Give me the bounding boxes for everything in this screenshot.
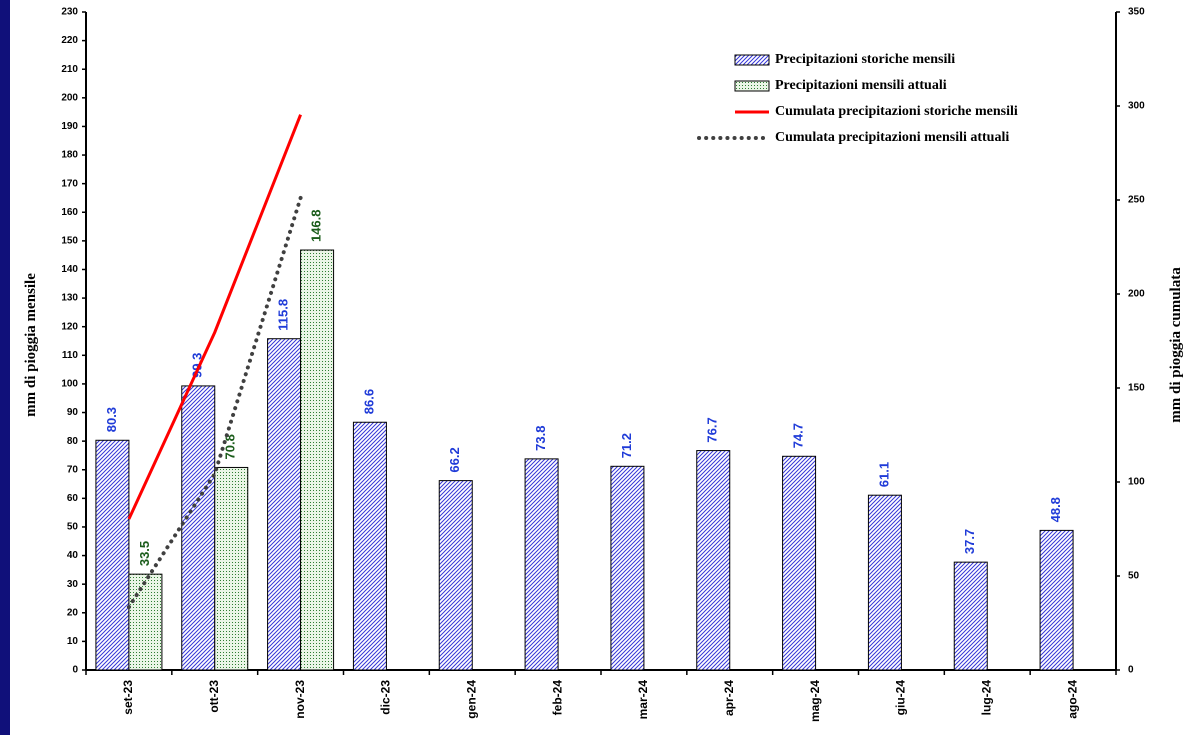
y-tick-label: 80 [67, 436, 79, 447]
value-label: 66.2 [447, 447, 462, 472]
legend-label: Precipitazioni storiche mensili [775, 52, 955, 67]
legend-label: Cumulata precipitazioni mensili attuali [775, 130, 1009, 145]
y-tick-label: 60 [67, 493, 79, 504]
x-tick-label: lug-24 [979, 680, 993, 716]
legend-label: Cumulata precipitazioni storiche mensili [775, 104, 1018, 119]
bar [696, 450, 731, 671]
value-label: 115.8 [276, 299, 291, 331]
value-label: 86.6 [361, 389, 376, 414]
x-tick-label: mar-24 [636, 680, 650, 720]
bar [214, 466, 249, 671]
y-tick-label: 20 [67, 607, 79, 618]
bar [352, 421, 387, 671]
value-label: 80.3 [104, 407, 119, 432]
bar [267, 338, 302, 671]
y2-tick-label: 250 [1128, 195, 1145, 206]
y-tick-label: 100 [61, 379, 78, 390]
bar [782, 455, 817, 671]
y-tick-label: 150 [61, 236, 78, 247]
left-border [0, 0, 10, 735]
bar [95, 439, 130, 671]
value-label: 61.1 [876, 462, 891, 487]
bar [953, 561, 988, 671]
bar [524, 458, 559, 671]
y-tick-label: 190 [61, 121, 78, 132]
y-tick-label: 220 [61, 35, 78, 46]
value-label: 73.8 [533, 426, 548, 451]
value-label: 74.7 [791, 423, 806, 448]
value-label: 33.5 [137, 541, 152, 566]
y-tick-label: 70 [67, 464, 79, 475]
y-tick-label: 180 [61, 150, 78, 161]
x-tick-label: apr-24 [722, 680, 736, 716]
y-tick-label: 130 [61, 293, 78, 304]
x-tick-label: ago-24 [1065, 680, 1079, 719]
y-tick-label: 120 [61, 321, 78, 332]
x-tick-label: gen-24 [464, 680, 478, 719]
bar [438, 480, 473, 671]
y-tick-label: 0 [72, 665, 78, 676]
x-tick-label: giu-24 [894, 680, 908, 716]
y-tick-label: 90 [67, 407, 79, 418]
y2-tick-label: 0 [1128, 665, 1134, 676]
x-tick-label: mag-24 [808, 680, 822, 722]
bar [1039, 529, 1074, 671]
y2-tick-label: 300 [1128, 101, 1145, 112]
y2-tick-label: 150 [1128, 383, 1145, 394]
y-tick-label: 140 [61, 264, 78, 275]
x-tick-label: set-23 [121, 680, 135, 715]
bar [867, 494, 902, 671]
y2-tick-label: 100 [1128, 477, 1145, 488]
x-tick-label: ott-23 [207, 680, 221, 713]
legend-swatch [734, 80, 770, 92]
y2-tick-label: 50 [1128, 571, 1140, 582]
y-axis-title: mm di pioggia mensile [23, 273, 39, 417]
y-tick-label: 210 [61, 64, 78, 75]
value-label: 37.7 [962, 529, 977, 554]
value-label: 76.7 [705, 417, 720, 442]
y-tick-label: 230 [61, 7, 78, 18]
bar [181, 385, 216, 671]
value-label: 71.2 [619, 433, 634, 458]
x-tick-label: dic-23 [379, 680, 393, 715]
value-label: 70.8 [223, 434, 238, 459]
y-tick-label: 50 [67, 522, 79, 533]
y-tick-label: 30 [67, 579, 79, 590]
value-label: 48.8 [1048, 497, 1063, 522]
y2-axis-title: mm di pioggia cumulata [1168, 267, 1184, 423]
legend-swatch [734, 54, 770, 66]
y-tick-label: 10 [67, 636, 79, 647]
line [127, 114, 302, 520]
y-tick-label: 110 [62, 350, 79, 361]
legend-label: Precipitazioni mensili attuali [775, 78, 947, 93]
value-label: 146.8 [309, 209, 324, 242]
x-tick-label: nov-23 [293, 680, 307, 719]
y2-tick-label: 350 [1128, 7, 1145, 18]
y-tick-label: 200 [61, 92, 78, 103]
x-tick-label: feb-24 [550, 680, 564, 716]
bar [128, 573, 163, 671]
bar [300, 249, 335, 671]
y-tick-label: 40 [67, 550, 79, 561]
y2-tick-label: 200 [1128, 289, 1145, 300]
y-tick-label: 160 [61, 207, 78, 218]
y-tick-label: 170 [61, 178, 78, 189]
bar [610, 465, 645, 671]
